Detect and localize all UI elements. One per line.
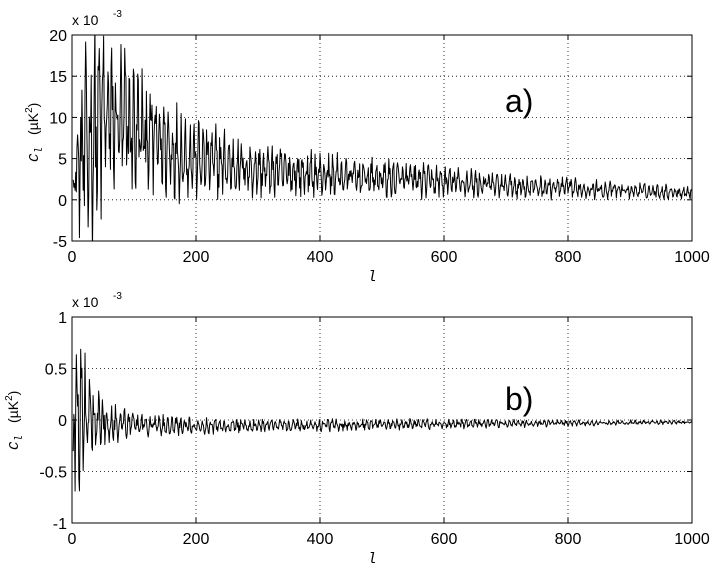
x-axis-label: l [367,269,376,286]
x-tick-label: 200 [183,531,210,548]
y-tick-label: 5 [58,152,67,169]
y-tick-label: 0 [58,413,67,430]
panel-label: b) [505,381,533,417]
x-tick-label: 400 [307,249,334,266]
x-tick-label: 800 [555,531,582,548]
x-tick-label: 1000 [674,249,710,266]
y-tick-label: -0.5 [39,465,67,482]
y-tick-label: 0.5 [45,362,67,379]
y-axis-label: Cl(µK2) [24,103,46,162]
plot-frame [71,34,693,242]
y-multiplier: x 10 [72,294,99,310]
series-line [72,348,692,492]
y-tick-label: 0 [58,193,67,210]
x-tick-label: 200 [183,249,210,266]
x-tick-label: 1000 [674,531,710,548]
y-multiplier-exponent: -3 [113,291,122,302]
y-axis-label: Cl(µK2) [4,391,26,450]
x-tick-label: 400 [307,531,334,548]
x-axis-label: l [367,551,376,568]
series-line [72,35,692,241]
x-tick-label: 0 [68,531,77,548]
y-tick-label: 20 [49,28,67,45]
y-tick-label: -5 [53,234,67,251]
y-multiplier-exponent: -3 [113,9,122,20]
x-tick-label: 800 [555,249,582,266]
y-tick-label: 15 [49,69,67,86]
chart-panel-b: 0 200 400 600 800 1000 -1 -0.5 0 0.5 1 x 10 -3 l Cl(µK… [4,291,710,568]
y-tick-label: 1 [58,310,67,327]
panel-label: a) [505,83,533,119]
y-tick-label: -1 [53,516,67,533]
x-tick-label: 0 [68,249,77,266]
x-tick-label: 600 [431,249,458,266]
y-multiplier: x 10 [72,12,99,28]
y-tick-label: 10 [49,110,67,127]
x-tick-label: 600 [431,531,458,548]
